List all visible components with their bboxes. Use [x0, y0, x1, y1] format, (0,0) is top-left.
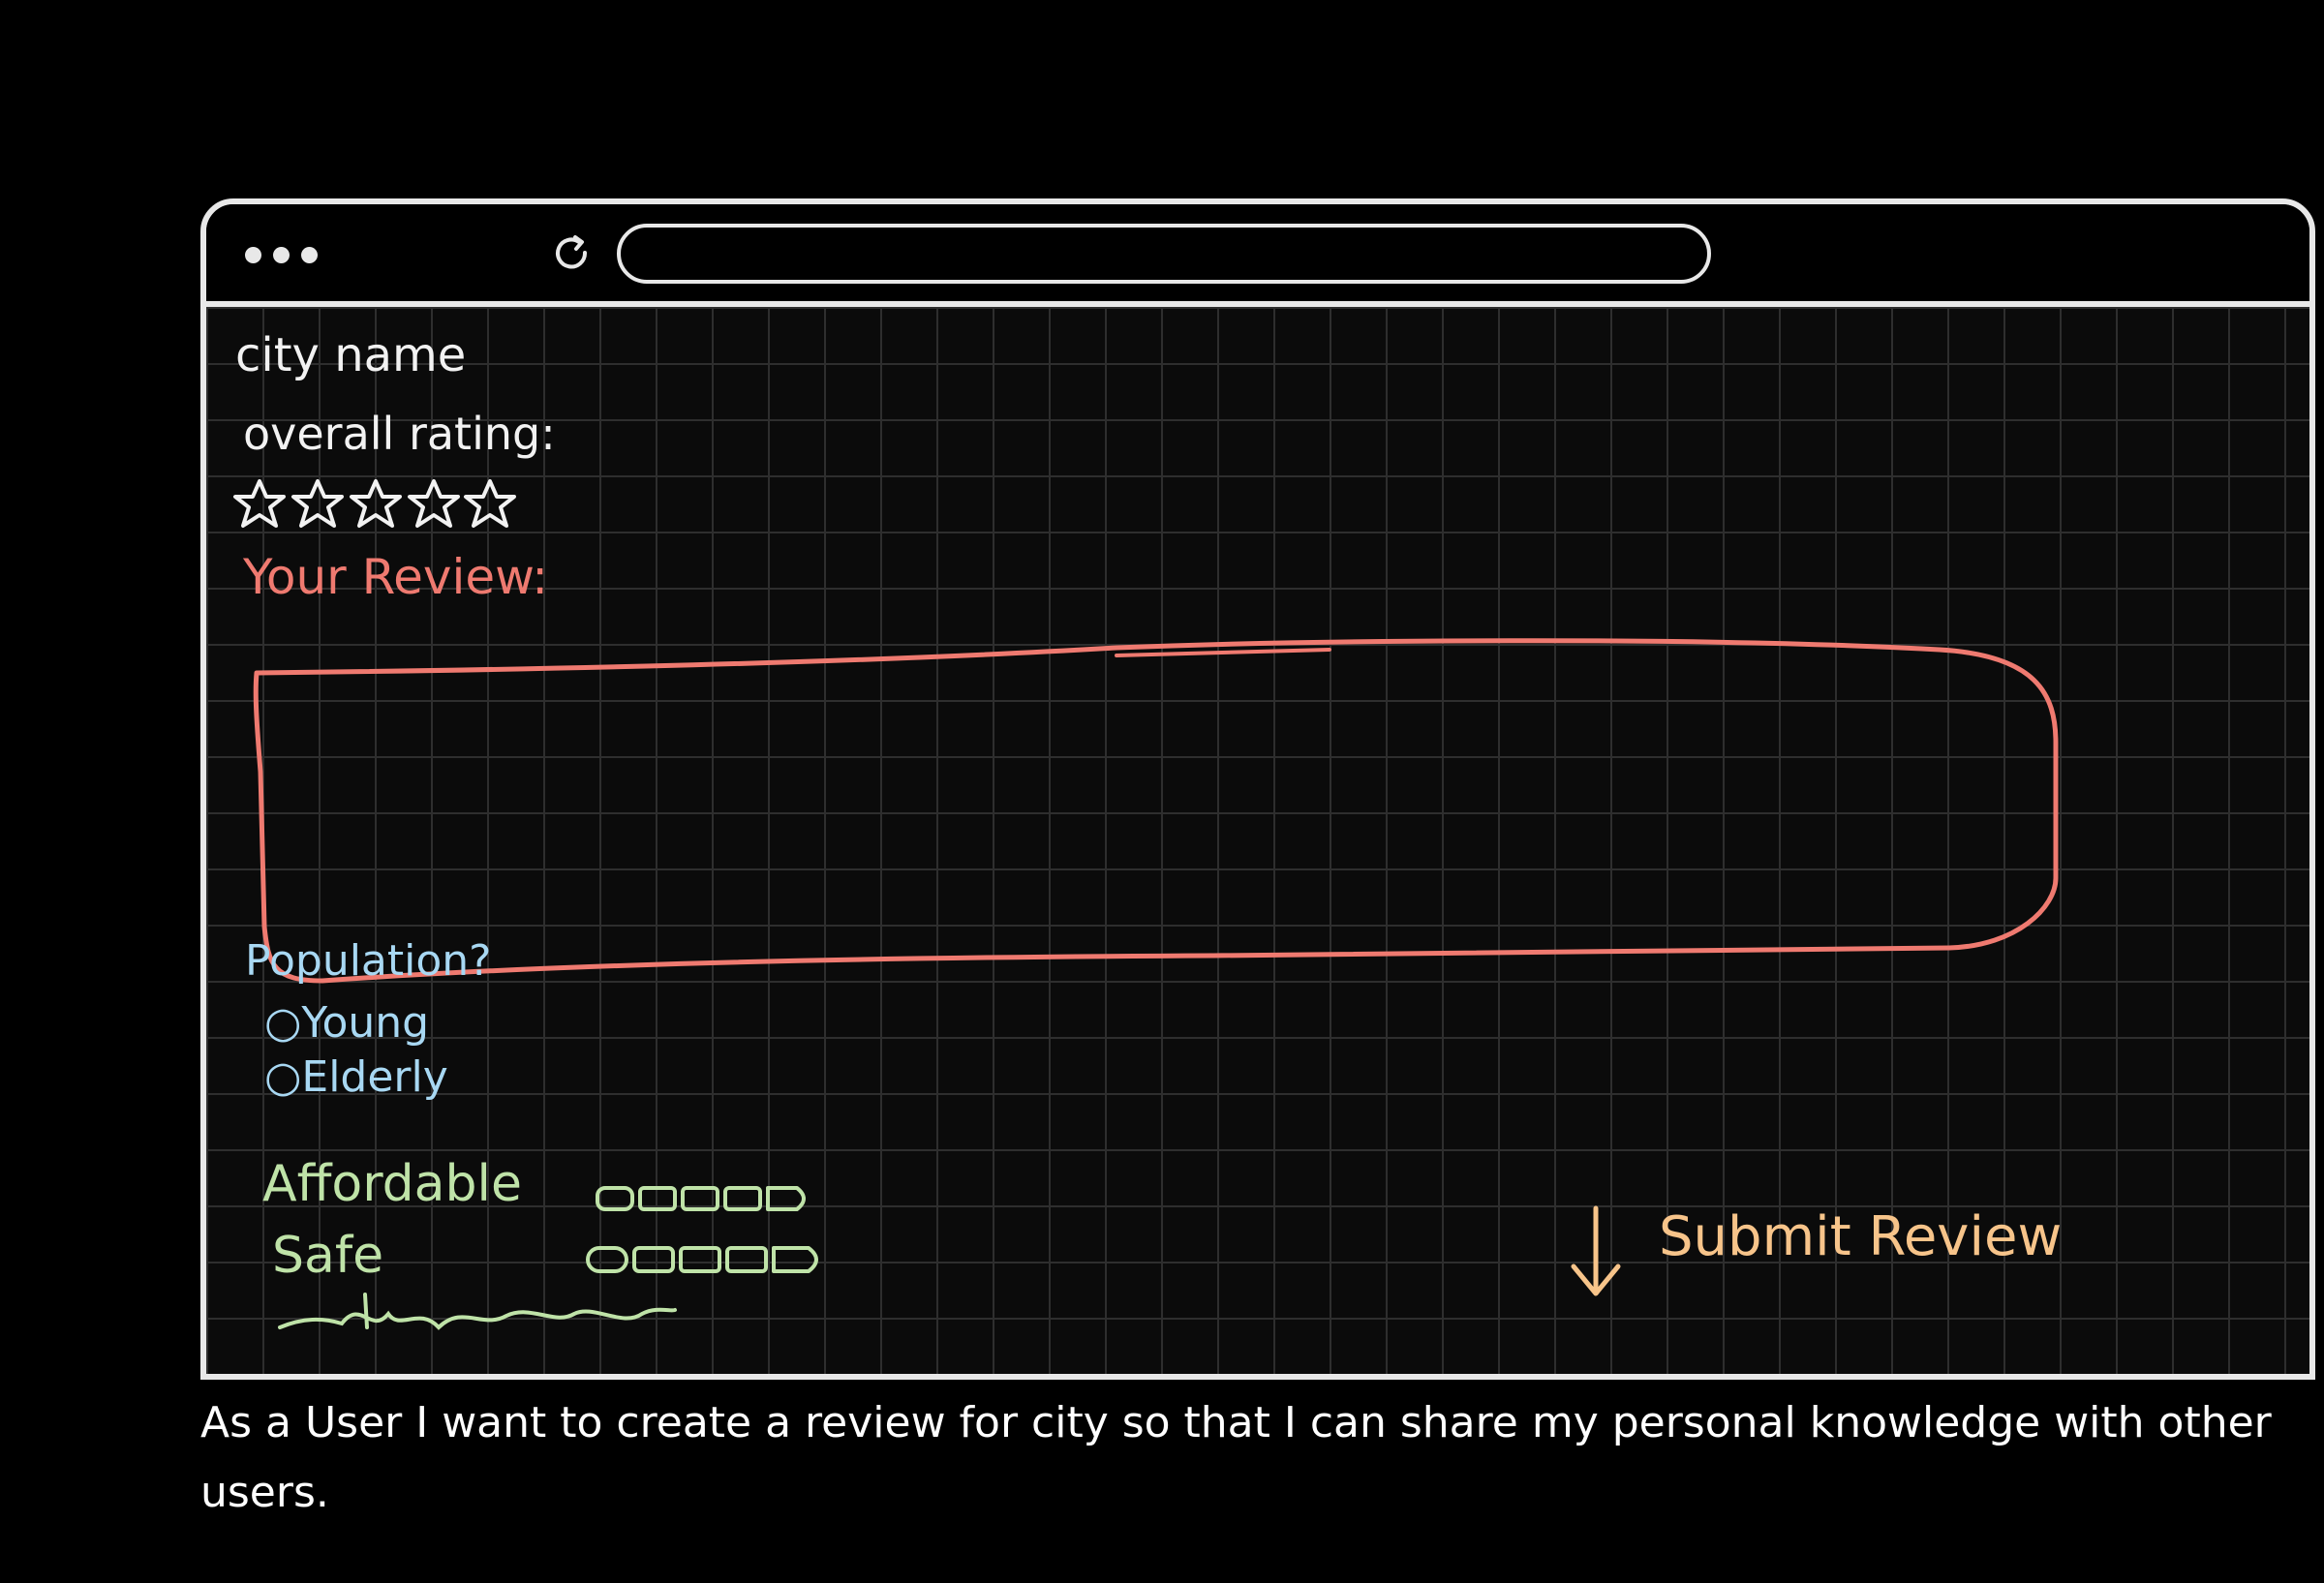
browser-window: city name overall rating: Your Review: P… — [200, 198, 2315, 1380]
star-icon — [291, 479, 344, 528]
user-story-caption: As a User I want to create a review for … — [200, 1398, 2272, 1517]
review-label: Your Review: — [243, 549, 549, 605]
star-icon — [408, 479, 460, 528]
population-option-elderly[interactable]: ○Elderly — [264, 1052, 448, 1102]
affordable-rating-boxes[interactable] — [594, 1178, 816, 1217]
submit-review-button[interactable]: Submit Review — [1659, 1205, 2063, 1268]
overall-rating-stars[interactable] — [230, 473, 521, 541]
overall-rating-label: overall rating: — [243, 408, 556, 460]
window-dot[interactable] — [245, 247, 261, 263]
browser-toolbar — [206, 204, 2309, 307]
star-icon — [233, 479, 286, 528]
window-dot[interactable] — [301, 247, 318, 263]
address-bar[interactable] — [617, 224, 1711, 284]
option-label: Elderly — [301, 1052, 448, 1102]
population-label: Population? — [245, 936, 492, 986]
review-textarea[interactable] — [245, 636, 2085, 994]
radio-icon[interactable]: ○ — [264, 1052, 302, 1102]
population-option-young[interactable]: ○Young — [264, 998, 429, 1048]
safe-label: Safe — [272, 1227, 384, 1285]
option-label: Young — [301, 998, 430, 1048]
arrow-down-icon — [1571, 1205, 1621, 1296]
page-viewport: city name overall rating: Your Review: P… — [206, 307, 2309, 1374]
window-dot[interactable] — [273, 247, 290, 263]
radio-icon[interactable]: ○ — [264, 998, 302, 1048]
star-icon — [464, 479, 516, 528]
star-icon — [350, 479, 402, 528]
squiggle-scribble — [278, 1293, 677, 1330]
affordable-label: Affordable — [262, 1155, 522, 1213]
city-name-title: city name — [235, 328, 467, 382]
window-controls — [245, 247, 318, 263]
safe-rating-boxes[interactable] — [584, 1238, 845, 1279]
reload-icon[interactable] — [550, 231, 595, 276]
